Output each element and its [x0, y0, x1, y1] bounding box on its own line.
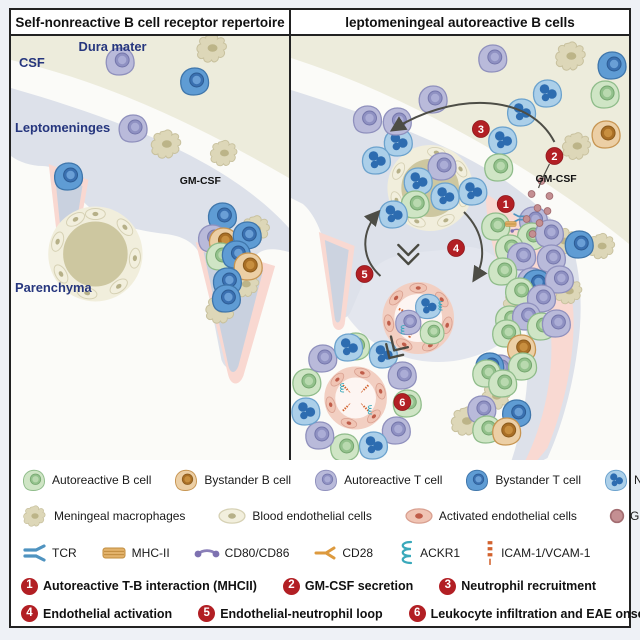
- legend-step-5: 5 Endothelial-neutrophil loop: [198, 605, 383, 622]
- blood-endothelial-icon: [219, 508, 246, 523]
- legend-item-activated-endothelial: Activated endothelial cells: [404, 507, 577, 525]
- legend-item-bystander-b-cell: Bystander B cell: [173, 468, 291, 492]
- activated-endothelial-icon: [405, 508, 432, 523]
- neutrophil-recruitment-arrow: [389, 101, 556, 143]
- bystander-t-cell-icon: [466, 470, 488, 491]
- legend-item-autoreactive-b-cell: Autoreactive B cell: [21, 468, 151, 492]
- legend-item-mhc-ii: MHC-II: [101, 546, 170, 560]
- step-2-badge: 2: [282, 577, 300, 595]
- gmcsf-dot-icon: [609, 508, 625, 523]
- legend-item-ackr1: ACKR1: [397, 540, 460, 566]
- flow-arrows: [363, 101, 556, 283]
- legend-item-neutrophil: Neutrophil: [603, 468, 640, 492]
- step-marker-3: 3: [472, 120, 490, 138]
- leukocyte-infiltration-ring: [291, 333, 422, 460]
- csf-label: CSF: [19, 55, 45, 70]
- icam1-vcam1-icon: [484, 539, 496, 567]
- svg-text:1: 1: [503, 199, 509, 211]
- step-marker-1: 1: [496, 195, 515, 213]
- legend-step-2: 2 GM-CSF secretion: [282, 577, 413, 595]
- legend-item-bystander-t-cell: Bystander T cell: [464, 468, 581, 492]
- legend-step-row-2: 4 Endothelial activation 5 Endothelial-n…: [21, 605, 640, 622]
- legend-item-tcr: TCR: [21, 544, 77, 562]
- step-4-badge: 4: [21, 605, 38, 622]
- cd80-cd86-icon: [193, 549, 220, 559]
- neutrophil-icon: [605, 470, 627, 491]
- right-panel-title: leptomeningeal autoreactive B cells: [291, 10, 629, 34]
- legend-molecule-row: TCR MHC-II CD80/CD86 CD28 ACKR1: [21, 539, 629, 567]
- gmcsf-label-left: GM-CSF: [180, 176, 221, 187]
- legend-step-3: 3 Neutrophil recruitment: [439, 577, 596, 595]
- step-marker-2: 2: [545, 147, 564, 165]
- ackr1-icon: [401, 540, 413, 565]
- autoreactive-t-cell-icon: [315, 470, 337, 491]
- legend-structure-row: Meningeal macrophages Blood endothelial …: [21, 503, 640, 529]
- legend-item-blood-endothelial: Blood endothelial cells: [217, 507, 372, 525]
- step-1-badge: 1: [21, 577, 38, 595]
- legend-item-autoreactive-t-cell: Autoreactive T cell: [313, 468, 442, 492]
- legend-item-cd28: CD28: [313, 545, 373, 561]
- autoreactive-b-cell-icon: [23, 470, 45, 491]
- meningeal-macrophage-icon: [23, 505, 46, 526]
- illustration-scene: Dura mater CSF Leptomeninges GM-CSF Pare…: [11, 36, 629, 460]
- legend-step-row-1: 1 Autoreactive T-B interaction (MHCII) 2…: [21, 577, 629, 595]
- endothelial-activation-arrow: [463, 211, 488, 283]
- mhc-ii-icon: [102, 547, 126, 559]
- step-marker-5: 5: [355, 265, 374, 283]
- step-3-badge: 3: [439, 577, 457, 595]
- panel-titles: Self-nonreactive B cell receptor reperto…: [11, 10, 629, 36]
- bystander-b-cell-icon: [175, 470, 197, 491]
- dura-mater-region: [11, 36, 289, 178]
- legend-item-gmcsf: GM-CSF: [609, 508, 640, 524]
- legend: Autoreactive B cell Bystander B cell Aut…: [11, 460, 640, 626]
- legend-step-1: 1 Autoreactive T-B interaction (MHCII): [21, 577, 257, 595]
- legend-cell-row: Autoreactive B cell Bystander B cell Aut…: [21, 468, 640, 492]
- legend-item-cd80-cd86: CD80/CD86: [193, 546, 289, 560]
- tcr-icon: [23, 544, 46, 562]
- cd28-icon: [314, 546, 336, 560]
- legend-item-icam1-vcam1: ICAM-1/VCAM-1: [484, 539, 590, 567]
- svg-text:3: 3: [478, 124, 484, 136]
- svg-text:2: 2: [551, 151, 557, 163]
- blood-vessel: [48, 206, 143, 302]
- dura-mater-label: Dura mater: [79, 39, 147, 54]
- legend-step-4: 4 Endothelial activation: [21, 605, 172, 622]
- step-marker-6: 6: [393, 393, 412, 411]
- legend-item-meningeal-macrophages: Meningeal macrophages: [21, 503, 185, 529]
- step-5-badge: 5: [198, 605, 216, 622]
- step-marker-4: 4: [447, 239, 465, 257]
- svg-text:5: 5: [362, 269, 368, 281]
- svg-text:6: 6: [399, 397, 405, 409]
- leptomeninges-label: Leptomeninges: [15, 120, 110, 135]
- figure-frame: Self-nonreactive B cell receptor reperto…: [9, 8, 640, 628]
- left-panel-illustration: Dura mater CSF Leptomeninges GM-CSF Pare…: [11, 36, 291, 460]
- leptomeninges-region: [291, 90, 581, 460]
- legend-step-6: 6 Leukocyte infiltration and EAE onset: [408, 605, 640, 622]
- gmcsf-label-right: GM-CSF: [536, 174, 577, 185]
- neutrophil-loop-arrow: [363, 209, 382, 277]
- gmcsf-secretion-line: [537, 163, 551, 189]
- left-sulcus-core: [324, 240, 349, 323]
- svg-text:4: 4: [453, 243, 460, 255]
- left-panel-title: Self-nonreactive B cell receptor reperto…: [11, 10, 291, 34]
- right-panel-illustration: 1 2 3 4 5 6 GM-CSF: [291, 36, 629, 460]
- step-6-badge: 6: [408, 605, 426, 622]
- parenchyma-label: Parenchyma: [15, 280, 92, 295]
